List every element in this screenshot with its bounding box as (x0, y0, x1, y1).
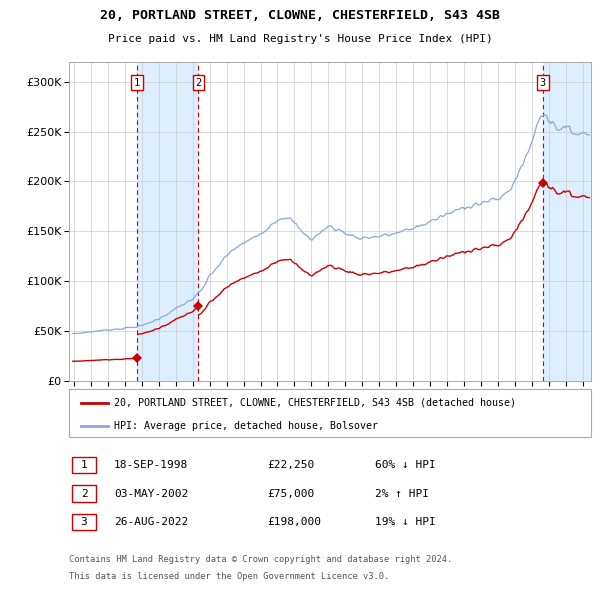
Text: £198,000: £198,000 (267, 517, 321, 527)
Text: 18-SEP-1998: 18-SEP-1998 (114, 460, 188, 470)
Text: 03-MAY-2002: 03-MAY-2002 (114, 489, 188, 499)
Text: 26-AUG-2022: 26-AUG-2022 (114, 517, 188, 527)
Text: £22,250: £22,250 (267, 460, 314, 470)
Text: Price paid vs. HM Land Registry's House Price Index (HPI): Price paid vs. HM Land Registry's House … (107, 34, 493, 44)
Text: This data is licensed under the Open Government Licence v3.0.: This data is licensed under the Open Gov… (69, 572, 389, 581)
Text: 2: 2 (196, 78, 202, 88)
Text: 1: 1 (80, 460, 88, 470)
Text: 20, PORTLAND STREET, CLOWNE, CHESTERFIELD, S43 4SB (detached house): 20, PORTLAND STREET, CLOWNE, CHESTERFIEL… (114, 398, 516, 408)
Text: Contains HM Land Registry data © Crown copyright and database right 2024.: Contains HM Land Registry data © Crown c… (69, 555, 452, 563)
Text: 3: 3 (540, 78, 546, 88)
Text: £75,000: £75,000 (267, 489, 314, 499)
Text: HPI: Average price, detached house, Bolsover: HPI: Average price, detached house, Bols… (114, 421, 378, 431)
Bar (543, 62, 591, 381)
Text: 2: 2 (80, 489, 88, 499)
Bar (137, 62, 199, 381)
Text: 20, PORTLAND STREET, CLOWNE, CHESTERFIELD, S43 4SB: 20, PORTLAND STREET, CLOWNE, CHESTERFIEL… (100, 9, 500, 22)
Text: 1: 1 (134, 78, 140, 88)
Text: 3: 3 (80, 517, 88, 527)
Text: 19% ↓ HPI: 19% ↓ HPI (375, 517, 436, 527)
Text: 2% ↑ HPI: 2% ↑ HPI (375, 489, 429, 499)
Text: 60% ↓ HPI: 60% ↓ HPI (375, 460, 436, 470)
